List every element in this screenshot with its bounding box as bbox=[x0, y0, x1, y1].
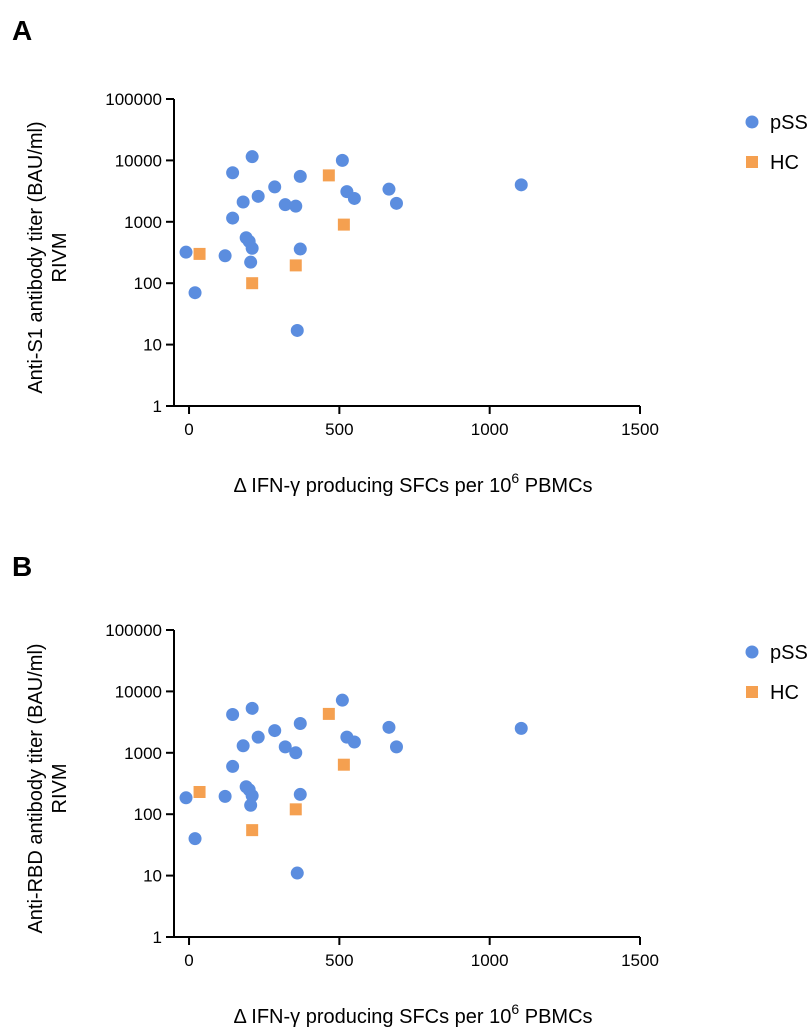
x-tick-label: 500 bbox=[325, 951, 353, 970]
point-pss bbox=[188, 832, 202, 846]
legend-marker-hc bbox=[746, 156, 758, 168]
legend-marker-hc bbox=[746, 686, 758, 698]
x-tick-label: 1000 bbox=[471, 420, 509, 439]
y-tick-label: 1000 bbox=[124, 213, 162, 232]
point-hc bbox=[193, 247, 206, 260]
point-hc bbox=[322, 707, 335, 720]
x-tick-label: 1500 bbox=[621, 951, 659, 970]
y-tick-label: 100000 bbox=[105, 90, 162, 109]
legend-label-pss: pSS bbox=[770, 112, 808, 134]
point-hc bbox=[289, 803, 302, 816]
point-pss bbox=[236, 195, 250, 209]
y-tick-label: 10 bbox=[143, 336, 162, 355]
point-pss bbox=[293, 717, 307, 731]
point-hc bbox=[193, 785, 206, 798]
point-hc bbox=[337, 218, 350, 231]
point-pss bbox=[289, 746, 303, 760]
point-pss bbox=[289, 199, 303, 213]
point-pss bbox=[251, 730, 265, 744]
y-tick-label: 1 bbox=[153, 928, 162, 947]
point-pss bbox=[179, 245, 193, 259]
point-pss bbox=[335, 693, 349, 707]
point-pss bbox=[244, 798, 258, 812]
y-tick-label: 10000 bbox=[115, 151, 162, 170]
point-pss bbox=[268, 180, 282, 194]
point-hc bbox=[246, 824, 259, 837]
point-pss bbox=[226, 759, 240, 773]
legend-label-hc: HC bbox=[770, 682, 799, 704]
point-pss bbox=[226, 166, 240, 180]
y-axis-title: Anti-RBD antibody titer (BAU/ml) bbox=[25, 643, 47, 933]
point-pss bbox=[293, 242, 307, 256]
point-pss bbox=[245, 789, 259, 803]
point-hc bbox=[289, 259, 302, 272]
x-tick-label: 500 bbox=[325, 420, 353, 439]
point-pss bbox=[251, 189, 265, 203]
point-pss bbox=[245, 150, 259, 164]
point-pss bbox=[389, 196, 403, 210]
y-axis-title-line2: RIVM bbox=[49, 764, 71, 814]
point-pss bbox=[347, 191, 361, 205]
x-tick-label: 0 bbox=[184, 420, 193, 439]
point-pss bbox=[293, 169, 307, 183]
y-axis-title: Anti-S1 antibody titer (BAU/ml) bbox=[25, 121, 47, 393]
x-tick-label: 1000 bbox=[471, 951, 509, 970]
x-tick-label: 0 bbox=[184, 951, 193, 970]
point-pss bbox=[179, 791, 193, 805]
x-tick-label: 1500 bbox=[621, 420, 659, 439]
x-axis-title: Δ IFN-γ producing SFCs per 106 PBMCs bbox=[233, 470, 592, 497]
point-pss bbox=[226, 708, 240, 722]
point-hc bbox=[322, 169, 335, 182]
panel-letter: B bbox=[12, 551, 32, 582]
point-pss bbox=[245, 701, 259, 715]
y-tick-label: 100 bbox=[134, 805, 162, 824]
point-pss bbox=[389, 740, 403, 754]
legend-marker-pss bbox=[745, 645, 759, 659]
point-pss bbox=[188, 286, 202, 300]
point-pss bbox=[514, 721, 528, 735]
point-pss bbox=[218, 789, 232, 803]
point-hc bbox=[337, 758, 350, 771]
point-pss bbox=[236, 739, 250, 753]
point-pss bbox=[268, 724, 282, 738]
point-pss bbox=[244, 255, 258, 269]
point-pss bbox=[290, 323, 304, 337]
y-tick-label: 100000 bbox=[105, 621, 162, 640]
point-pss bbox=[278, 198, 292, 212]
point-pss bbox=[382, 182, 396, 196]
point-pss bbox=[226, 211, 240, 225]
point-pss bbox=[382, 720, 396, 734]
legend-label-hc: HC bbox=[770, 152, 799, 174]
panel-letter: A bbox=[12, 15, 32, 46]
y-tick-label: 10000 bbox=[115, 682, 162, 701]
legend-marker-pss bbox=[745, 115, 759, 129]
x-axis-title: Δ IFN-γ producing SFCs per 106 PBMCs bbox=[233, 1001, 592, 1028]
y-tick-label: 1 bbox=[153, 397, 162, 416]
point-pss bbox=[245, 241, 259, 255]
point-hc bbox=[246, 277, 259, 290]
legend-label-pss: pSS bbox=[770, 642, 808, 664]
point-pss bbox=[293, 787, 307, 801]
point-pss bbox=[335, 153, 349, 167]
point-pss bbox=[218, 249, 232, 263]
chart-panel-B: B 1 10 100 1000 10000 100000 0 500 1000 1500 Δ IFN-… bbox=[12, 551, 808, 1028]
point-pss bbox=[514, 178, 528, 192]
y-tick-label: 1000 bbox=[124, 744, 162, 763]
point-pss bbox=[347, 735, 361, 749]
y-axis-title-line2: RIVM bbox=[49, 233, 71, 283]
chart-panel-A: A 1 10 100 1000 10000 100000 0 500 1000 1500 Δ IFN-… bbox=[12, 15, 808, 497]
y-tick-label: 100 bbox=[134, 274, 162, 293]
point-pss bbox=[290, 866, 304, 880]
y-tick-label: 10 bbox=[143, 867, 162, 886]
point-pss bbox=[278, 740, 292, 754]
